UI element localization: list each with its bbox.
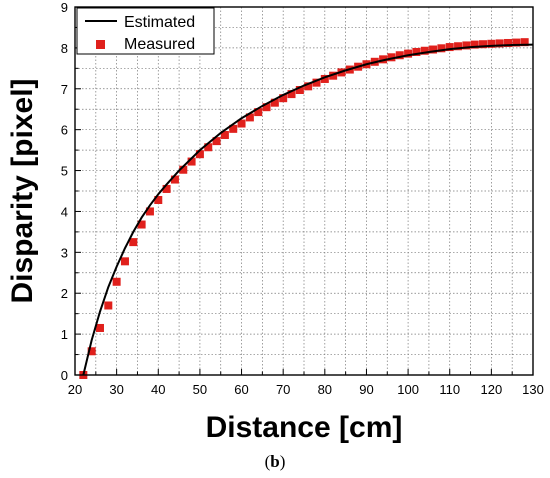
y-tick-label: 4 [61,204,68,219]
estimated-line [82,43,534,376]
legend-estimated-label: Estimated [124,14,195,31]
measured-point [387,53,396,62]
measured-point [245,113,254,122]
legend-measured-label: Measured [124,36,195,53]
y-tick-label: 8 [61,41,68,56]
measured-point [512,38,521,47]
plot-area [79,38,534,379]
measured-point [112,277,121,286]
measured-point [412,47,421,56]
x-tick-label: 70 [276,382,290,397]
measured-point [179,165,188,174]
measured-point [429,45,438,54]
y-tick-label: 5 [61,164,68,179]
measured-point [495,39,504,48]
measured-point [262,103,271,112]
x-tick-label: 110 [439,382,460,397]
x-axis-label: Distance [cm] [206,411,403,444]
measured-point [312,78,321,87]
measured-point [470,40,479,49]
y-tick-label: 6 [61,123,68,138]
measured-point [212,137,221,146]
measured-point [454,42,463,51]
measured-point [237,119,246,128]
measured-point [320,74,329,83]
measured-point [137,220,146,229]
figure-caption: (b) [0,452,550,472]
y-tick-label: 1 [61,327,68,342]
disparity-distance-chart: 20 30 40 50 60 70 80 90 100 110 120 130 0 1 2 3 4 5 6 7 8 9 E… [6,0,544,444]
y-tick-label: 2 [61,286,68,301]
measured-point [195,150,204,159]
measured-point [287,90,296,99]
caption-close: ) [279,452,286,471]
caption-letter: b [270,452,280,471]
measured-point [120,257,129,266]
measured-point [187,157,196,166]
x-tick-label: 120 [481,382,503,397]
measured-point [220,130,229,139]
legend: Estimated Measured [76,7,215,55]
x-tick-label: 30 [109,382,123,397]
measured-point [270,98,279,107]
measured-point [254,108,263,117]
x-tick-label: 40 [151,382,165,397]
measured-point [395,51,404,60]
y-axis-label: Disparity [pixel] [6,78,39,303]
measured-point [154,195,163,204]
measured-point [162,184,171,193]
measured-point [95,323,104,332]
caption-open: ( [264,452,271,471]
x-tick-label: 100 [397,382,419,397]
measured-point [487,39,496,48]
x-tick-label: 130 [522,382,544,397]
measured-point [229,124,238,133]
measured-point [437,44,446,53]
measured-point [279,94,288,103]
measured-point [295,86,304,95]
measured-point [404,49,413,58]
measured-point [129,238,138,247]
measured-point [479,40,488,49]
y-tick-label: 7 [61,82,68,97]
axis-ticks: 20 30 40 50 60 70 80 90 100 110 120 130 0 1 2 3 4 5 6 7 8 9 [61,0,544,397]
grid-lines [75,7,533,375]
x-tick-label: 50 [193,382,207,397]
measured-point [445,43,454,52]
measured-point [87,347,96,356]
measured-point [304,82,313,91]
x-tick-label: 80 [318,382,332,397]
measured-point [145,207,154,216]
y-tick-label: 0 [61,368,68,383]
measured-point [104,301,113,310]
legend-measured-swatch [96,40,105,49]
measured-point [420,46,429,55]
measured-point [204,143,213,152]
y-tick-label: 9 [61,0,68,15]
y-tick-label: 3 [61,245,68,260]
measured-point [170,175,179,184]
x-tick-label: 90 [359,382,373,397]
measured-point [462,41,471,50]
measured-point [504,38,513,47]
measured-point [520,38,529,47]
x-tick-label: 60 [234,382,248,397]
measured-point [329,71,338,80]
x-tick-label: 20 [68,382,82,397]
